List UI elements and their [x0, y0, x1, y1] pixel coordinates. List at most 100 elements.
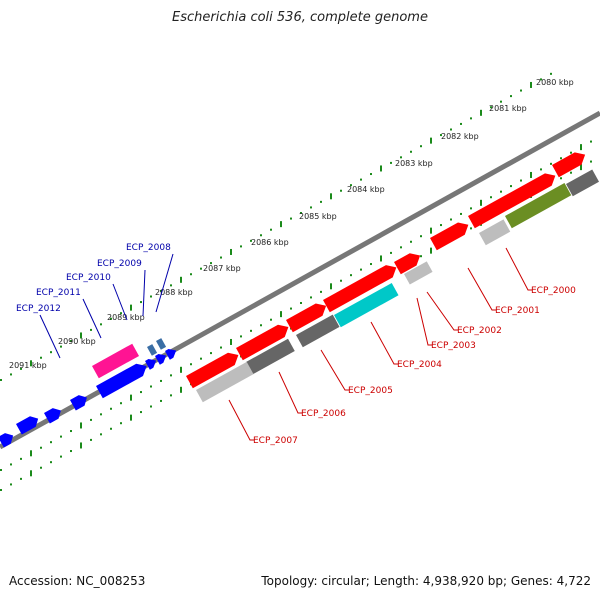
tick-minor	[470, 117, 472, 120]
gene-label-ECP_2008[interactable]: ECP_2008	[126, 243, 171, 253]
tick-minor	[200, 357, 202, 360]
tick-minor	[40, 446, 42, 449]
tick-minor	[260, 324, 262, 327]
tick-minor	[70, 430, 72, 433]
gene-block-ECP_2006[interactable]	[236, 321, 292, 361]
gene-label-ECP_2001[interactable]: ECP_2001	[495, 306, 540, 316]
scale-label-2091: 2091 kbp	[9, 361, 47, 370]
tick-minor	[450, 218, 452, 221]
gene-label-ECP_2004[interactable]: ECP_2004	[397, 360, 442, 370]
tick-major	[180, 386, 182, 393]
tick-minor	[340, 279, 342, 282]
gene-label-ECP_2010[interactable]: ECP_2010	[66, 273, 111, 283]
gene-block-gray-1	[566, 169, 600, 197]
tick-minor	[110, 317, 112, 320]
tick-major	[280, 221, 282, 228]
tick-major	[580, 164, 582, 171]
gene-arrow-blue-small-3[interactable]	[165, 346, 179, 360]
tick-minor	[560, 157, 562, 160]
tick-minor	[150, 295, 152, 298]
tick-major	[280, 311, 282, 318]
tick-minor	[10, 463, 12, 466]
gene-block-blue-1[interactable]	[96, 360, 150, 399]
gene-block-ECP_2007[interactable]	[186, 349, 242, 389]
tick-minor	[0, 489, 2, 491]
gene-arrow-red	[394, 253, 421, 275]
tick-minor	[320, 290, 322, 293]
tick-minor	[520, 179, 522, 182]
label-leaders-red	[228, 247, 532, 441]
gene-block-blue-3[interactable]	[44, 405, 64, 424]
tick-minor	[320, 200, 322, 203]
tick-minor	[290, 217, 292, 220]
tick-minor	[410, 240, 412, 243]
gene-block-ECP_2001[interactable]	[468, 169, 559, 229]
tick-major	[230, 338, 232, 345]
gene-label-ECP_2009[interactable]: ECP_2009	[97, 259, 142, 269]
tick-major	[30, 360, 32, 367]
gene-arrow-red	[430, 222, 469, 251]
gene-arrow-blue-small-1[interactable]	[145, 356, 159, 370]
gene-block-ECP_2001-pre[interactable]	[430, 219, 472, 251]
tick-major	[130, 304, 132, 311]
tick-major	[580, 144, 582, 151]
gene-label-ECP_2006[interactable]: ECP_2006	[301, 409, 346, 419]
gene-block-blue-5[interactable]	[0, 430, 16, 448]
tick-major	[230, 248, 232, 255]
gene-label-ECP_2012[interactable]: ECP_2012	[16, 304, 61, 314]
tick-minor	[100, 433, 102, 436]
gene-label-ECP_2002[interactable]: ECP_2002	[457, 326, 502, 336]
tick-minor	[420, 235, 422, 238]
gene-arrow-blue-small-2[interactable]	[155, 351, 169, 365]
gene-block-ECP_2004[interactable]	[323, 261, 400, 313]
tick-track-upper	[0, 72, 552, 381]
tick-minor	[150, 385, 152, 388]
tick-major	[380, 255, 382, 262]
tick-minor	[60, 455, 62, 458]
tick-minor	[100, 413, 102, 416]
gene-label-ECP_2003[interactable]: ECP_2003	[431, 341, 476, 351]
gene-labels-red: ECP_2000 ECP_2001 ECP_2002 ECP_2003 ECP_…	[253, 286, 576, 446]
tick-minor	[160, 399, 162, 402]
scale-label-2090: 2090 kbp	[58, 337, 96, 346]
tick-minor	[400, 246, 402, 249]
genome-summary-text: Topology: circular; Length: 4,938,920 bp…	[261, 574, 591, 588]
gene-block-ECP_2005[interactable]	[286, 300, 330, 333]
tick-minor	[160, 289, 162, 292]
tick-major	[80, 442, 82, 449]
tick-minor	[10, 483, 12, 486]
tick-major	[480, 109, 482, 116]
scale-label-2082: 2082 kbp	[441, 132, 479, 141]
label-leaders-blue	[39, 253, 174, 359]
tick-minor	[120, 402, 122, 405]
tick-major	[330, 193, 332, 200]
gene-block-blue-4[interactable]	[16, 413, 41, 435]
tick-minor	[440, 134, 442, 137]
tick-minor	[550, 162, 552, 165]
gene-block-light-3	[196, 361, 254, 403]
gene-label-ECP_2011[interactable]: ECP_2011	[36, 288, 81, 298]
gene-block-blue-small-1[interactable]	[147, 344, 158, 356]
tick-minor	[160, 379, 162, 382]
tick-minor	[390, 161, 392, 164]
tick-minor	[250, 329, 252, 332]
gene-block-blue-2[interactable]	[70, 392, 90, 411]
tick-minor	[210, 352, 212, 355]
gene-label-ECP_2000[interactable]: ECP_2000	[531, 286, 576, 296]
gene-arrow-red	[286, 303, 327, 333]
tick-minor	[470, 207, 472, 210]
tick-minor	[90, 328, 92, 331]
tick-minor	[70, 340, 72, 343]
tick-major	[480, 199, 482, 206]
gene-label-ECP_2007[interactable]: ECP_2007	[253, 436, 298, 446]
tick-minor	[210, 262, 212, 265]
scale-label-2087: 2087 kbp	[203, 264, 241, 273]
gene-block-ECP_2002[interactable]	[394, 249, 424, 275]
gene-block-gray-3	[246, 338, 295, 375]
scale-label-2083: 2083 kbp	[395, 159, 433, 168]
scale-label-2086: 2086 kbp	[251, 238, 289, 247]
gene-block-ECP_2000[interactable]	[552, 149, 589, 178]
gene-label-ECP_2005[interactable]: ECP_2005	[348, 386, 393, 396]
gene-block-blue-small-2[interactable]	[156, 338, 167, 350]
gene-block-magenta[interactable]	[92, 343, 140, 379]
